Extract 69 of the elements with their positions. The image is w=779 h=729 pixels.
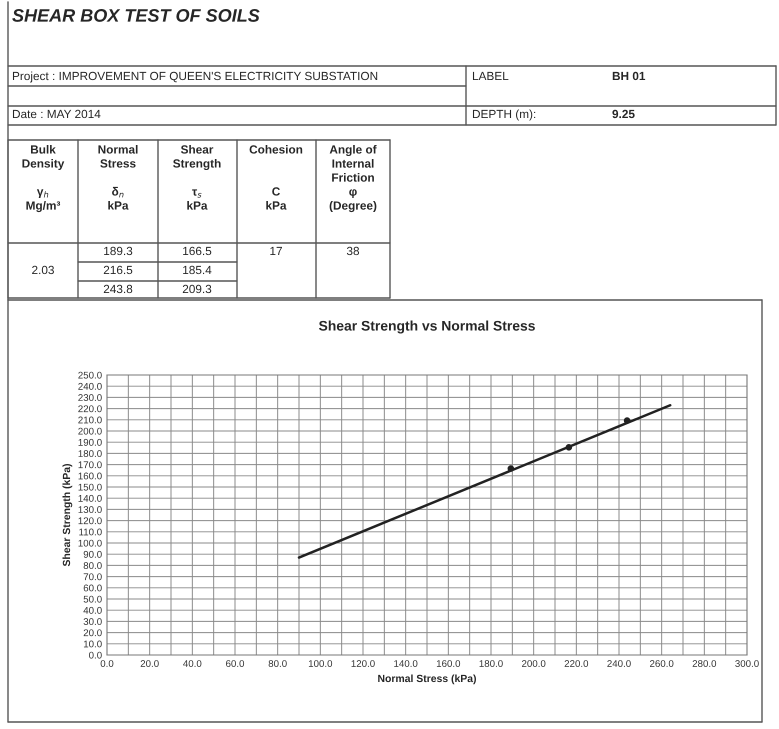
y-tick-label: 240.0	[78, 382, 102, 390]
text: Angle of Internal Friction φ (Degree)	[330, 145, 377, 212]
text: 2.03	[32, 266, 54, 274]
text: 216.5	[104, 266, 132, 274]
text: Shear Strength τ$_{s}$ kPa	[173, 145, 221, 210]
y-tick-label: 130.0	[78, 506, 102, 514]
point	[624, 417, 630, 424]
x-tick-label: 40.0	[183, 660, 202, 667]
y-tick-label: 160.0	[78, 472, 102, 480]
x-tick-label: 300.0	[735, 660, 759, 667]
text: 243.8	[104, 284, 132, 294]
y-axis-title: Shear Strength (kPa)	[62, 464, 72, 566]
text: DEPTH (m):	[472, 110, 536, 120]
x-tick-label: 80.0	[268, 660, 287, 667]
text: Bulk Density γ$_{h}$ Mg/m³	[22, 145, 64, 212]
x-tick-label: 180.0	[480, 660, 503, 667]
y-tick-label: 100.0	[78, 540, 102, 547]
y-tick-label: 180.0	[78, 450, 102, 458]
x-tick-label: 260.0	[650, 660, 674, 667]
x-tick-label: 280.0	[692, 660, 716, 667]
x-tick-label: 200.0	[522, 660, 546, 667]
text: 185.4	[183, 266, 212, 274]
y-tick-label: 10.0	[84, 640, 102, 648]
text: 9.25	[612, 110, 635, 118]
y-tick-label: 40.0	[83, 606, 102, 614]
y-tick-label: 120.0	[78, 517, 102, 524]
x-tick-label: 60.0	[226, 660, 244, 667]
y-tick-label: 170.0	[78, 461, 102, 468]
y-tick-label: 20.0	[84, 629, 102, 636]
text: Date : MAY 2014	[12, 110, 100, 118]
text: 209.3	[182, 284, 212, 294]
x-tick-label: 100.0	[308, 660, 332, 667]
y-tick-label: 150.0	[78, 484, 102, 491]
text: SHEAR BOX TEST OF SOILS	[12, 9, 260, 22]
chart-title: Shear Strength vs Normal Stress	[318, 320, 535, 334]
text: 38	[346, 246, 360, 256]
y-tick-label: 70.0	[84, 573, 102, 580]
text: BH 01	[612, 72, 646, 80]
x-tick-label: 20.0	[140, 660, 159, 667]
x-tick-label: 140.0	[394, 660, 418, 667]
x-tick-label: 240.0	[607, 660, 631, 667]
y-tick-label: 60.0	[84, 584, 102, 592]
text: 189.3	[104, 246, 132, 256]
y-tick-label: 190.0	[78, 438, 102, 446]
x-tick-label: 120.0	[352, 660, 375, 667]
y-tick-label: 230.0	[78, 394, 102, 402]
x-tick-label: 220.0	[564, 660, 588, 667]
y-tick-label: 220.0	[78, 405, 102, 412]
text: 166.5	[183, 246, 212, 256]
y-tick-label: 250.0	[78, 372, 102, 379]
point	[508, 465, 514, 472]
y-tick-label: 110.0	[79, 528, 102, 536]
text: Project : IMPROVEMENT OF QUEEN'S ELECTRICITY SUBSTATION	[12, 72, 378, 82]
y-tick-label: 200.0	[78, 428, 102, 435]
x-axis-title: Normal Stress (kPa)	[378, 674, 476, 684]
text: Cohesion C kPa	[250, 145, 302, 210]
y-tick-label: 90.0	[84, 550, 102, 558]
text: 17	[270, 246, 282, 256]
y-tick-label: 80.0	[84, 562, 102, 570]
y-tick-label: 140.0	[78, 494, 102, 502]
y-tick-label: 30.0	[84, 618, 102, 626]
y-tick-label: 210.0	[78, 416, 102, 424]
y-tick-label: 50.0	[84, 596, 102, 603]
text: LABEL	[472, 72, 508, 80]
text: Normal Stress δ$_{n}$ kPa	[98, 145, 138, 210]
x-tick-label: 160.0	[436, 660, 460, 667]
point	[566, 444, 572, 451]
y-tick-label: 0.0	[89, 652, 102, 659]
x-tick-label: 0.0	[100, 660, 114, 667]
